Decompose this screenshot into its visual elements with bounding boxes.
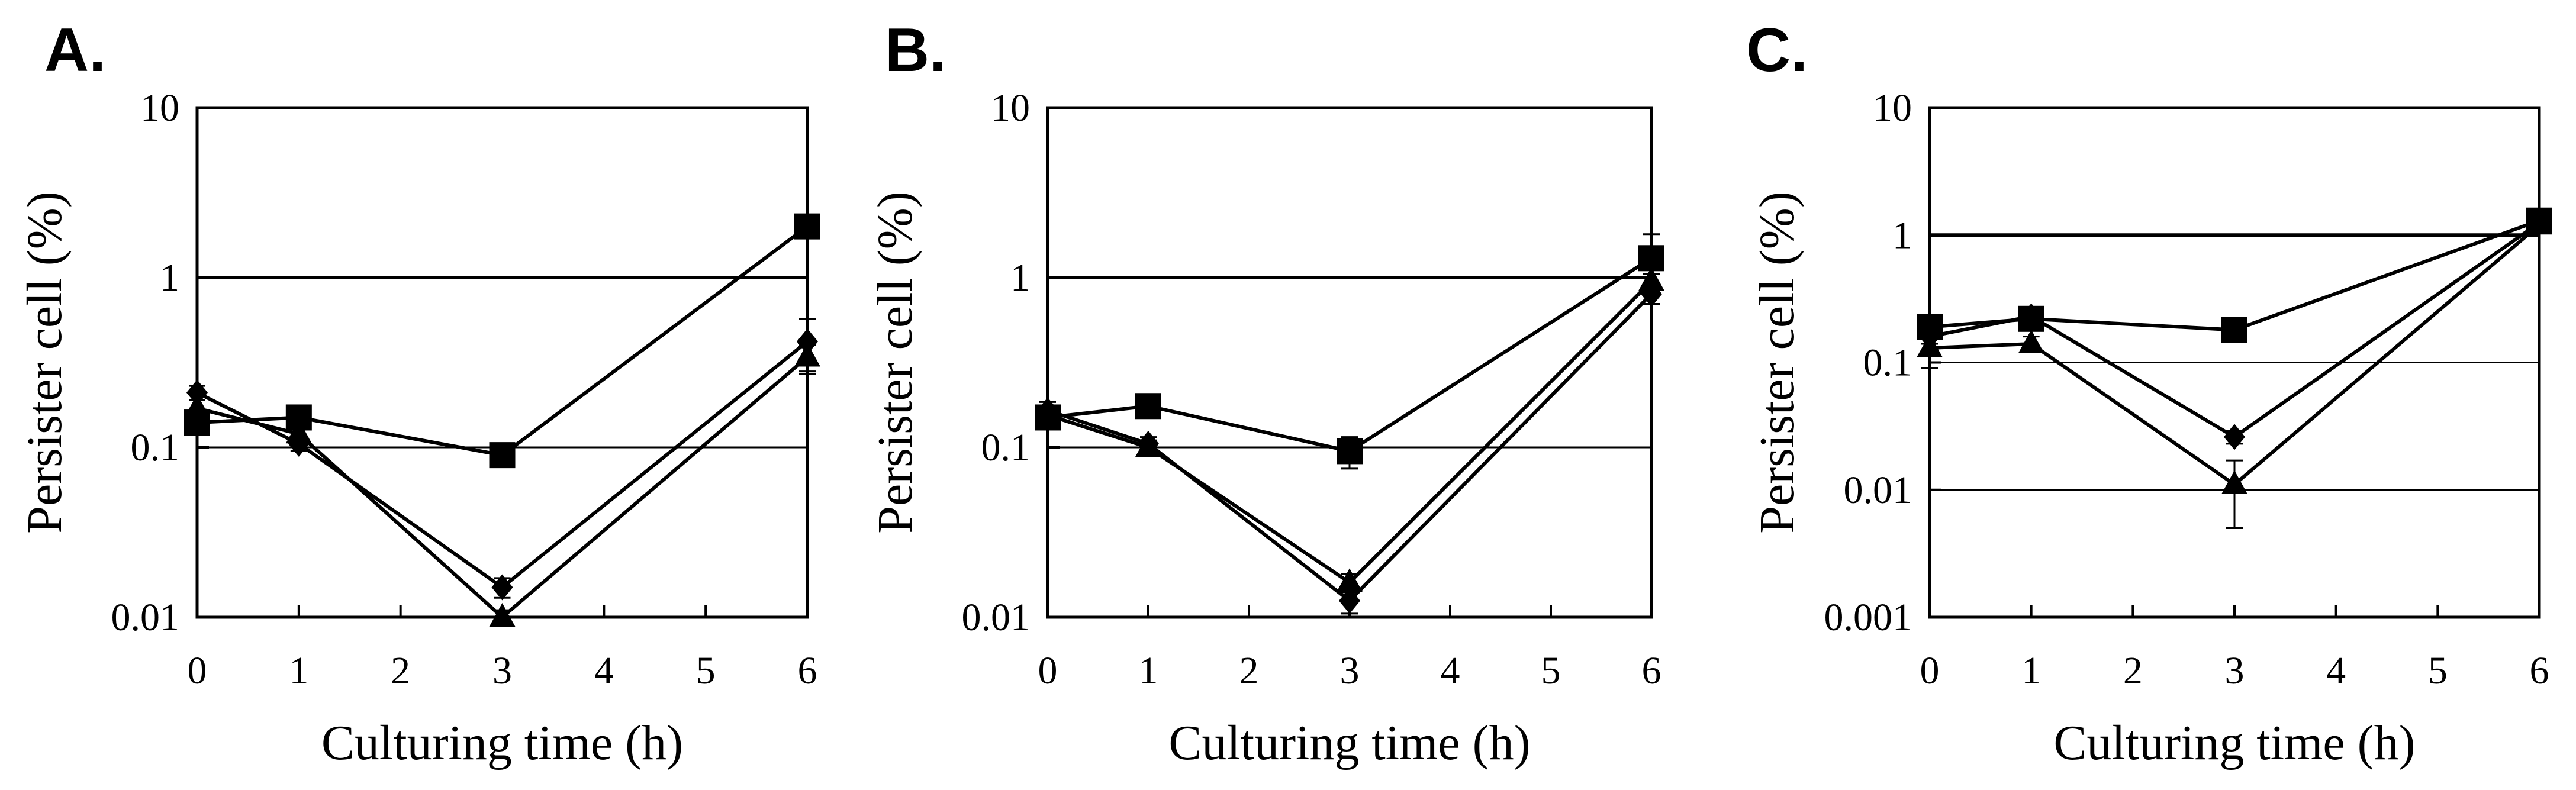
- series-line: [1929, 223, 2540, 486]
- panel-letter: C.: [1746, 16, 1808, 85]
- data-point-square: [1638, 245, 1664, 272]
- panel-b: B. 0 1 2 3 4 5 6 0.01 0.1 1 10 Culturing time (h) Per…: [868, 16, 1664, 770]
- series-triangle: [184, 343, 820, 627]
- panel-letter: A.: [44, 16, 106, 85]
- data-point-square: [1135, 393, 1161, 420]
- series-triangle: [1917, 211, 2552, 530]
- data-point-triangle: [2018, 330, 2044, 354]
- y-tick-label: 0.01: [1844, 469, 1912, 512]
- y-tick-label: 1: [1010, 256, 1030, 299]
- series-square: [1917, 207, 2552, 343]
- series-square: [1035, 233, 1664, 470]
- series-line: [1929, 218, 2540, 332]
- y-tick-label: 0.001: [1824, 596, 1912, 639]
- data-point-triangle: [2221, 470, 2247, 494]
- data-point-diamond: [2224, 424, 2245, 450]
- x-tick-label: 1: [1139, 649, 1158, 692]
- x-tick-label: 2: [1239, 649, 1259, 692]
- x-axis-title: Culturing time (h): [1168, 715, 1530, 770]
- y-axis-title: Persister cell (%): [868, 191, 923, 533]
- y-tick-label: 0.01: [111, 596, 180, 639]
- x-tick-label: 3: [492, 649, 512, 692]
- y-tick-label: 0.1: [131, 426, 180, 469]
- data-point-diamond: [2020, 303, 2042, 330]
- x-axis-title: Culturing time (h): [321, 715, 683, 770]
- data-point-triangle: [1135, 433, 1161, 457]
- data-point-triangle: [1337, 568, 1363, 592]
- x-tick-label: 2: [391, 649, 410, 692]
- data-point-square: [794, 213, 820, 240]
- panel-a: A. 0 1 2 3 4 5 6 0.01 0.1 1 10 Culturing time (h) Per…: [17, 16, 820, 770]
- x-tick-label: 4: [1441, 649, 1460, 692]
- series-triangle: [1035, 267, 1664, 594]
- panel-c: C. 0 1 2 3 4 5 6 0.001 0.01 0.1 1 10 Culturing time (…: [1746, 16, 2552, 770]
- data-point-triangle: [1035, 401, 1061, 425]
- y-tick-label: 1: [160, 256, 179, 299]
- data-point-triangle: [285, 420, 312, 444]
- data-point-triangle: [184, 394, 210, 418]
- y-tick-label: 0.1: [1863, 341, 1912, 385]
- x-tick-label: 1: [289, 649, 308, 692]
- data-point-diamond: [797, 328, 818, 355]
- data-point-triangle: [489, 603, 516, 627]
- x-tick-label: 0: [1920, 649, 1940, 692]
- series-line: [1929, 221, 2540, 439]
- series-line: [1047, 256, 1653, 453]
- plot-frame: [1046, 106, 1653, 619]
- x-tick-label: 3: [1340, 649, 1360, 692]
- y-tick-label: 1: [1892, 214, 1912, 257]
- x-tick-label: 5: [1541, 649, 1561, 692]
- x-tick-label: 5: [2428, 649, 2448, 692]
- data-point-square: [1337, 438, 1363, 465]
- x-tick-label: 0: [1038, 649, 1058, 692]
- data-point-triangle: [794, 343, 820, 367]
- y-tick-label: 10: [991, 86, 1030, 130]
- data-point-diamond: [1339, 588, 1360, 614]
- panel-letter: B.: [885, 16, 946, 85]
- data-point-square: [489, 442, 516, 469]
- plot-frame: [195, 106, 809, 619]
- x-tick-label: 0: [188, 649, 207, 692]
- x-tick-label: 6: [798, 649, 817, 692]
- x-tick-label: 6: [2530, 649, 2549, 692]
- x-tick-label: 4: [2326, 649, 2346, 692]
- series-line: [196, 340, 809, 589]
- x-tick-label: 3: [2225, 649, 2245, 692]
- data-point-triangle: [1917, 333, 1943, 357]
- series-line: [1047, 292, 1653, 603]
- x-tick-label: 1: [2021, 649, 2041, 692]
- y-tick-label: 10: [140, 86, 179, 130]
- x-tick-label: 4: [594, 649, 614, 692]
- x-tick-label: 5: [696, 649, 716, 692]
- x-axis-title: Culturing time (h): [2053, 715, 2415, 770]
- data-point-diamond: [491, 574, 513, 601]
- x-tick-label: 2: [2123, 649, 2143, 692]
- y-axis-title: Persister cell (%): [1750, 191, 1805, 533]
- x-tick-label: 6: [1642, 649, 1661, 692]
- data-point-square: [2221, 317, 2247, 343]
- data-point-triangle: [1638, 267, 1664, 291]
- y-tick-label: 10: [1873, 86, 1912, 130]
- y-tick-label: 0.1: [981, 426, 1031, 469]
- series-line: [197, 356, 809, 619]
- y-tick-label: 0.01: [962, 596, 1031, 639]
- y-axis-title: Persister cell (%): [17, 191, 72, 533]
- series-line: [1047, 280, 1653, 585]
- data-point-triangle: [2526, 211, 2552, 235]
